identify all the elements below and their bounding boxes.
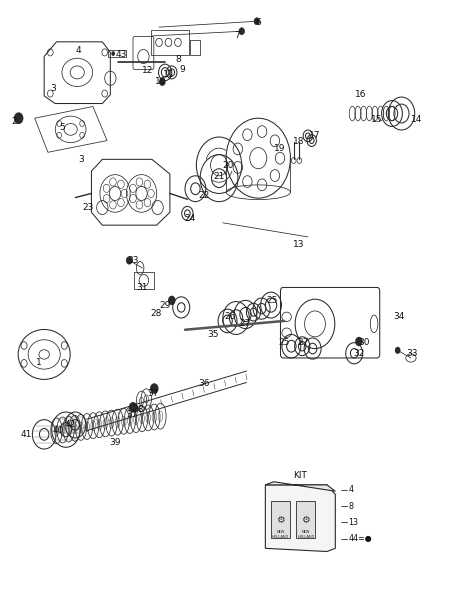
Text: 5: 5: [59, 123, 65, 131]
Text: 13: 13: [292, 240, 304, 249]
Text: ⚙: ⚙: [276, 515, 285, 525]
Text: 18: 18: [292, 137, 304, 146]
FancyBboxPatch shape: [296, 501, 315, 538]
Text: 8: 8: [175, 55, 181, 64]
Text: NEW
HOLLAND: NEW HOLLAND: [297, 530, 315, 538]
Circle shape: [239, 28, 245, 35]
Text: 25: 25: [279, 338, 290, 347]
Text: 4: 4: [348, 485, 354, 494]
Text: 32: 32: [353, 349, 365, 358]
Text: 27: 27: [298, 338, 309, 347]
Circle shape: [395, 347, 401, 354]
Text: 33: 33: [406, 349, 418, 358]
Circle shape: [159, 78, 165, 86]
Circle shape: [129, 402, 137, 413]
Text: 21: 21: [213, 173, 225, 181]
Circle shape: [14, 112, 23, 124]
Text: 29: 29: [159, 300, 171, 310]
Text: 19: 19: [274, 144, 285, 153]
Text: 44=●: 44=●: [348, 534, 372, 544]
Text: 40: 40: [53, 426, 64, 435]
Text: 13: 13: [348, 518, 358, 527]
Text: 25: 25: [267, 296, 278, 305]
Text: 20: 20: [222, 161, 233, 170]
Text: 38: 38: [132, 405, 144, 413]
Text: 34: 34: [393, 312, 404, 322]
Text: 9: 9: [180, 65, 185, 74]
Text: 12: 12: [142, 65, 153, 75]
Circle shape: [168, 296, 175, 305]
Text: 2: 2: [11, 117, 17, 125]
Text: 30: 30: [358, 338, 369, 347]
Text: 15: 15: [371, 115, 382, 124]
Text: 33: 33: [128, 256, 139, 265]
Text: 28: 28: [150, 309, 162, 318]
Text: 3: 3: [78, 155, 84, 164]
Text: 10: 10: [155, 77, 166, 86]
Text: 14: 14: [411, 115, 422, 124]
Text: 6: 6: [255, 18, 261, 27]
Text: 1: 1: [36, 358, 41, 366]
Text: 37: 37: [127, 411, 138, 419]
Text: 16: 16: [355, 90, 366, 99]
Polygon shape: [265, 482, 335, 491]
Text: 35: 35: [208, 330, 219, 339]
Text: 27: 27: [240, 319, 251, 329]
Text: ⚙: ⚙: [301, 515, 310, 525]
Polygon shape: [265, 485, 335, 551]
Text: 17: 17: [309, 131, 321, 140]
Circle shape: [355, 337, 363, 346]
Circle shape: [111, 51, 115, 56]
Text: NEW
HOLLAND: NEW HOLLAND: [272, 530, 289, 538]
Text: 39: 39: [109, 438, 121, 447]
Circle shape: [150, 383, 158, 394]
FancyBboxPatch shape: [271, 501, 290, 538]
Text: KIT: KIT: [293, 471, 307, 480]
Text: 37: 37: [147, 389, 159, 398]
Text: 8: 8: [348, 502, 354, 511]
Circle shape: [254, 18, 260, 25]
Text: 3: 3: [50, 84, 55, 93]
Text: 23: 23: [82, 203, 94, 212]
Text: 4: 4: [76, 46, 82, 55]
Text: 43: 43: [116, 50, 127, 59]
Text: 22: 22: [198, 191, 210, 200]
Text: 24: 24: [184, 214, 195, 223]
Circle shape: [126, 256, 133, 264]
Text: 26: 26: [224, 312, 236, 322]
Text: 41: 41: [21, 430, 32, 439]
Text: 7: 7: [234, 31, 240, 41]
Text: 31: 31: [136, 283, 147, 292]
Text: 36: 36: [198, 379, 210, 388]
Text: 11: 11: [163, 70, 174, 79]
Text: 42: 42: [65, 421, 76, 429]
